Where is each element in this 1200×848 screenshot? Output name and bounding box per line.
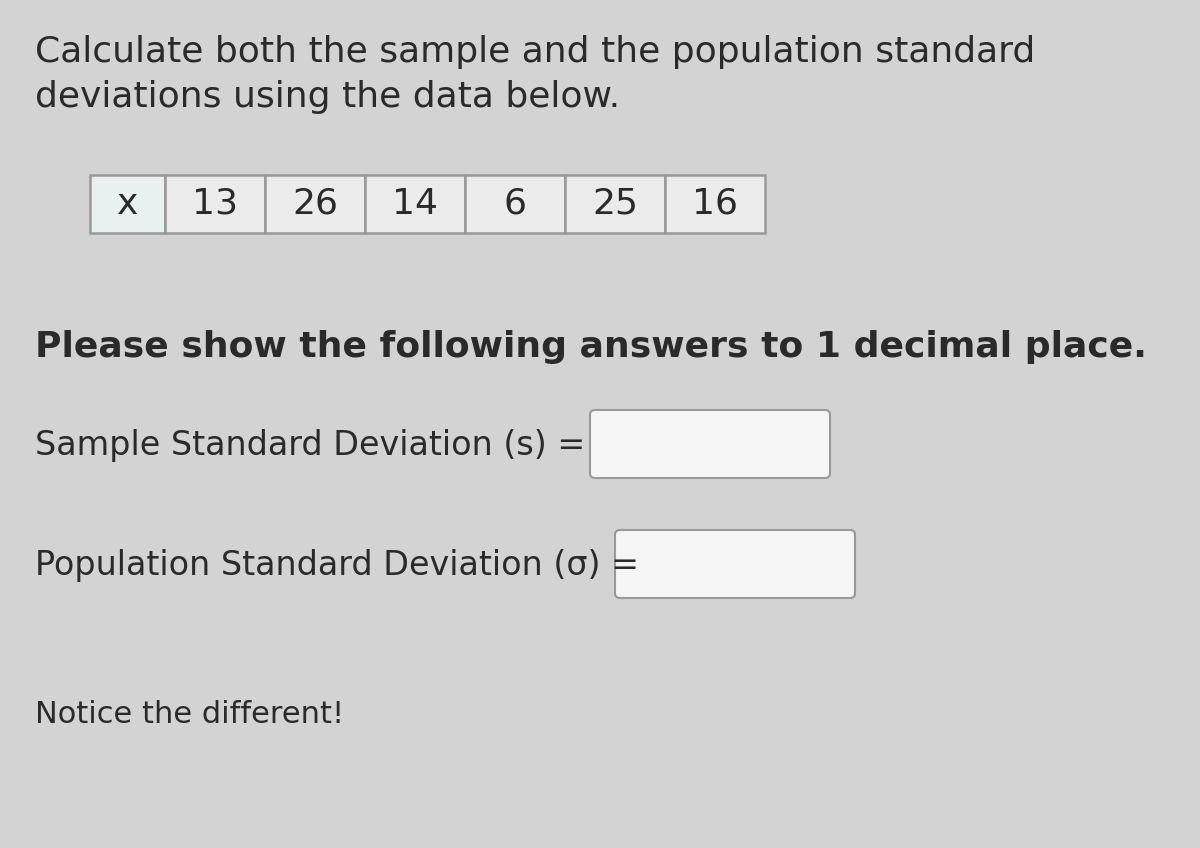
FancyBboxPatch shape [616,530,854,598]
FancyBboxPatch shape [90,175,166,233]
Text: Notice the different!: Notice the different! [35,700,344,729]
FancyBboxPatch shape [565,175,665,233]
FancyBboxPatch shape [466,175,565,233]
Text: 25: 25 [592,187,638,221]
FancyBboxPatch shape [265,175,365,233]
Text: 16: 16 [692,187,738,221]
Text: 14: 14 [392,187,438,221]
FancyBboxPatch shape [166,175,265,233]
Text: Sample Standard Deviation (s) =: Sample Standard Deviation (s) = [35,428,586,461]
Text: Population Standard Deviation (σ) =: Population Standard Deviation (σ) = [35,549,640,582]
FancyBboxPatch shape [590,410,830,478]
Text: 6: 6 [504,187,527,221]
Text: 13: 13 [192,187,238,221]
FancyBboxPatch shape [665,175,766,233]
Text: Calculate both the sample and the population standard: Calculate both the sample and the popula… [35,35,1036,69]
Text: deviations using the data below.: deviations using the data below. [35,80,620,114]
Text: x: x [116,187,138,221]
Text: 26: 26 [292,187,338,221]
FancyBboxPatch shape [365,175,466,233]
Text: Please show the following answers to 1 decimal place.: Please show the following answers to 1 d… [35,330,1147,364]
